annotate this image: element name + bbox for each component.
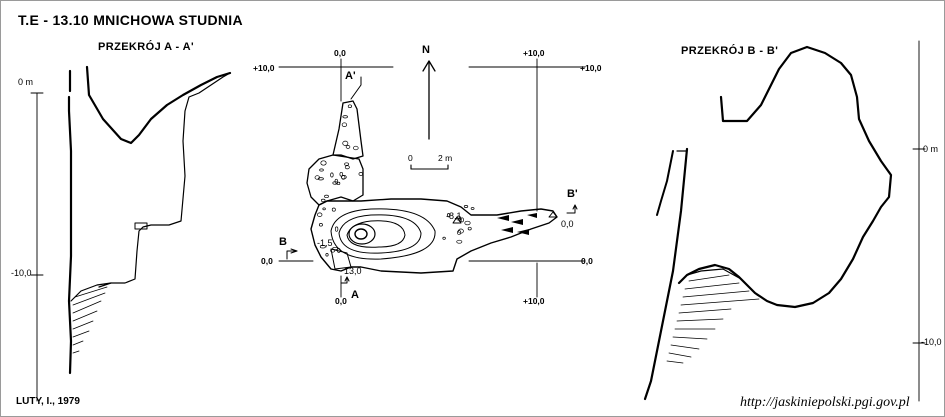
boulder-symbol (314, 175, 320, 180)
section-mark-b-prime: B' (567, 188, 578, 200)
plan-boulder-stipple (314, 104, 475, 257)
plan-floor-symbols (497, 213, 537, 235)
author-credit: LUTY, I., 1979 (16, 396, 80, 407)
section-aa-left-wall (67, 69, 73, 375)
boulder-symbol (464, 220, 471, 226)
boulder-symbol (446, 213, 451, 218)
grid-label-top-right-x: +10,0 (523, 48, 545, 58)
boulder-symbol (442, 236, 446, 240)
boulder-symbol (460, 217, 464, 223)
spot-height-13: 13,0 (344, 266, 362, 276)
boulder-symbol (320, 198, 326, 203)
source-url[interactable]: http://jaskiniepolski.pgi.gov.pl (740, 395, 910, 410)
boulder-symbol (318, 223, 323, 227)
boulder-symbol (458, 217, 462, 222)
boulder-symbol (332, 246, 338, 251)
plan-outline (306, 76, 558, 274)
section-aa-tick-minus-ten: -10,0 (11, 268, 32, 278)
section-aa-sediment-edge (70, 282, 112, 302)
grid-label-bottom-right-x: +10,0 (523, 296, 545, 306)
plan-rock-block (330, 248, 352, 270)
boulder-symbol (325, 253, 329, 257)
section-bb-tick-zero: 0 m (923, 144, 939, 154)
boulder-symbol (320, 160, 327, 166)
plan-section-cuts (286, 204, 578, 284)
boulder-symbol (457, 230, 462, 236)
spot-height-zero: 0,0 (561, 219, 574, 229)
section-bb-label: PRZEKRÓJ B - B' (681, 45, 779, 57)
section-bb-left-wall (643, 147, 689, 401)
section-bb-sediment-edge (686, 268, 772, 304)
plan-northern-passage (332, 100, 364, 160)
grid-label-right-bottom-y: 0,0 (581, 256, 593, 266)
boulder-symbol (344, 162, 349, 166)
boulder-symbol (345, 145, 351, 149)
boulder-symbol (342, 115, 348, 119)
spot-height-minus-1-5: -1,5 (317, 238, 333, 248)
grid-label-bottom-left-x: 0,0 (335, 296, 347, 306)
boulder-symbol (317, 177, 324, 181)
boulder-symbol (467, 226, 472, 231)
section-bb-profile (643, 40, 926, 402)
boulder-symbol (324, 194, 329, 199)
boulder-symbol (341, 174, 347, 180)
boulder-symbol (317, 212, 323, 217)
boulder-symbol (456, 239, 463, 244)
boulder-symbol (470, 207, 475, 210)
plan-grid (278, 58, 586, 298)
boulder-symbol (456, 215, 462, 221)
boulder-symbol (330, 172, 334, 178)
boulder-symbol (358, 172, 364, 176)
boulder-symbol (331, 207, 336, 212)
plan-scale-bar (410, 164, 449, 170)
grid-label-top-left-x: 0,0 (334, 48, 346, 58)
section-aa-inner-wall (98, 72, 231, 288)
boulder-symbol (341, 122, 348, 127)
grid-label-right-top-y: +10,0 (580, 63, 602, 73)
section-aa-chamber (134, 222, 148, 230)
boulder-symbol (332, 181, 338, 185)
boulder-symbol (463, 205, 469, 208)
boulder-symbol (339, 171, 344, 177)
boulder-symbol (322, 207, 326, 211)
boulder-symbol (353, 145, 359, 151)
north-label: N (422, 44, 430, 56)
boulder-symbol (334, 226, 339, 232)
boulder-symbol (344, 165, 350, 170)
plan-north-arrow (422, 60, 436, 140)
section-aa-profile (30, 65, 232, 402)
boulder-symbol (336, 248, 341, 253)
section-bb-sediment-hatch (666, 274, 760, 364)
boulder-symbol (347, 104, 352, 108)
section-mark-a: A (351, 289, 359, 301)
spot-height-minus-8-1: -8,1 (446, 211, 462, 221)
section-bb-tick-minus-ten: -10,0 (921, 337, 942, 347)
survey-title: T.E - 13.10 MNICHOWA STUDNIA (18, 12, 243, 28)
plan-main-chamber (310, 198, 558, 274)
scale-end-label: 2 m (438, 153, 453, 163)
boulder-symbol (319, 245, 326, 249)
boulder-symbol (458, 228, 464, 234)
boulder-symbol (334, 178, 338, 184)
section-aa-tick-zero: 0 m (18, 77, 34, 87)
boulder-symbol (342, 140, 349, 146)
grid-label-left-top-y: +10,0 (253, 63, 275, 73)
section-bb-outline (677, 45, 893, 309)
section-mark-a-prime: A' (345, 70, 356, 82)
section-aa-label: PRZEKRÓJ A - A' (98, 41, 195, 53)
section-aa-entrance-wall (85, 65, 232, 145)
scale-start-label: 0 (408, 153, 413, 163)
section-mark-b: B (279, 236, 287, 248)
boulder-symbol (319, 168, 324, 172)
section-aa-sediment-hatch (72, 286, 108, 354)
grid-label-left-bottom-y: 0,0 (261, 256, 273, 266)
